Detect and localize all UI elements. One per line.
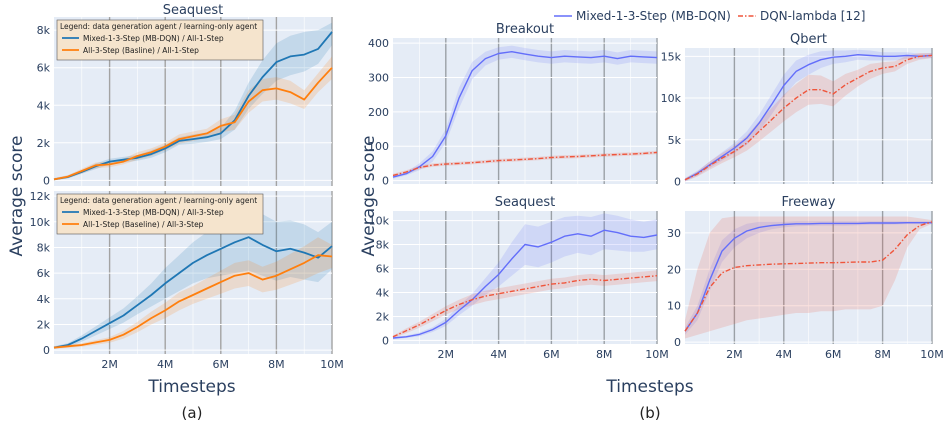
legend-label-mb-dqn: Mixed-1-3-Step (MB-DQN): [576, 9, 731, 23]
chart-title-b3: Seaquest: [495, 195, 556, 210]
y-tick-label-b1-3: 300: [368, 72, 389, 85]
panel-b1: 0 100 200 300 400 Breakout: [368, 22, 658, 188]
band-b1-series-1: [393, 150, 657, 178]
band-a1-series-0: [54, 22, 332, 181]
series-line-b4-1: [684, 221, 933, 332]
b-y-axis-label: Average score: [359, 136, 379, 257]
series-line-b4-0: [684, 221, 932, 332]
x-tick-label-a2-3: 8M: [268, 358, 285, 371]
y-tick-label-a2-6: 12k: [30, 190, 51, 203]
y-tick-label-b1-1: 100: [368, 140, 389, 153]
subfigure-label-b: (b): [639, 404, 660, 422]
band-b4-series-1: [685, 216, 932, 339]
y-tick-label-b3-5: 10k: [369, 215, 390, 228]
legend-label-a1-1: All-3-Step (Basline) / All-1-Step: [83, 46, 199, 55]
panel-a1: 0 2k 4k 6k 8k Seaquest Legend: data generation…: [37, 3, 333, 187]
x-tick-label-a2-0: 2M: [101, 358, 118, 371]
legend-label-a2-1: All-1-Step (Baseline) / All-3-Step: [83, 220, 204, 229]
y-tick-label-a1-3: 6k: [37, 62, 51, 75]
y-tick-label-a1-4: 8k: [37, 24, 51, 37]
y-tick-label-b3-3: 6k: [376, 263, 390, 276]
y-tick-label-b4-2: 20: [667, 263, 681, 276]
y-tick-label-b4-3: 30: [667, 227, 681, 240]
band-b1-series-0: [393, 45, 657, 179]
legend-label-a1-0: Mixed-1-3-Step (MB-DQN) / All-1-Step: [83, 34, 224, 43]
y-tick-label-b2-0: 0: [674, 175, 681, 188]
x-tick-label-b3-1: 4M: [490, 348, 507, 361]
x-tick-label-b4-3: 8M: [874, 348, 891, 361]
chart-panels: 0 2k 4k 6k 8k Seaquest Legend: data generation…: [30, 3, 943, 371]
legend-box-a2: [56, 193, 264, 235]
x-tick-label-b3-0: 2M: [438, 348, 455, 361]
legend-label-dqn-lambda: DQN-lambda [12]: [760, 9, 865, 23]
series-line-a2-0: [53, 236, 333, 349]
y-tick-label-b2-2: 10k: [661, 92, 682, 105]
series-line-b1-0: [392, 51, 658, 178]
series-line-b2-0: [684, 54, 933, 181]
x-tick-label-b3-2: 6M: [543, 348, 560, 361]
x-tick-label-b3-3: 8M: [596, 348, 613, 361]
panel-a2: 2M 4M 6M 8M 10M 0 2k 4k 6k 8k 10k 12k Legend: data g…: [30, 190, 344, 371]
y-tick-label-a2-5: 10k: [30, 216, 51, 229]
y-tick-label-b4-0: 0: [674, 336, 681, 349]
chart-title-b1: Breakout: [496, 22, 554, 37]
band-a1-series-1: [54, 56, 332, 181]
legend-a1: Legend: data generation agent / learning…: [56, 19, 264, 61]
x-tick-label-a2-2: 6M: [213, 358, 230, 371]
y-tick-label-a1-0: 0: [43, 174, 50, 187]
series-line-b1-1: [392, 151, 658, 177]
legend-label-a2-0: Mixed-1-3-Step (MB-DQN) / All-3-Step: [83, 208, 224, 217]
b-x-axis-label: Timesteps: [605, 377, 693, 397]
legend-title-a2: Legend: data generation agent / learning…: [60, 196, 257, 205]
panel-b4: 2M 4M 6M 8M 10M 0 10 20 30 Freeway: [667, 195, 943, 361]
y-tick-label-a2-4: 8k: [37, 241, 51, 254]
series-line-a2-1: [53, 254, 333, 349]
y-tick-label-b1-0: 0: [382, 175, 389, 188]
y-tick-label-b1-4: 400: [368, 37, 389, 50]
x-tick-label-a2-4: 10M: [320, 358, 344, 371]
chart-title-b2: Qbert: [790, 32, 827, 47]
y-tick-label-a2-1: 2k: [37, 318, 51, 331]
top-legend: Mixed-1-3-Step (MB-DQN) DQN-lambda [12]: [554, 9, 865, 23]
y-tick-label-b3-1: 2k: [376, 310, 390, 323]
band-b3-series-0: [393, 213, 657, 340]
y-tick-label-a2-3: 6k: [37, 267, 51, 280]
series-line-b3-1: [392, 275, 658, 338]
y-tick-label-a2-0: 0: [43, 344, 50, 357]
x-tick-label-b4-2: 6M: [825, 348, 842, 361]
panel-b2: 0 5k 10k 15k Qbert: [661, 32, 933, 188]
y-tick-label-b3-0: 0: [382, 334, 389, 347]
panel-b3: 2M 4M 6M 8M 10M 0 2k 4k 6k 8k 10k Seaquest: [369, 195, 669, 361]
band-a2-series-0: [54, 203, 332, 349]
x-tick-label-a2-1: 4M: [157, 358, 174, 371]
band-b3-series-1: [393, 270, 657, 338]
y-tick-label-a1-2: 4k: [37, 99, 51, 112]
y-tick-label-b3-4: 8k: [376, 239, 390, 252]
a-x-axis-label: Timesteps: [147, 377, 235, 397]
y-tick-label-a2-2: 4k: [37, 293, 51, 306]
series-line-b3-0: [392, 229, 658, 339]
legend-box-a1: [56, 19, 264, 61]
y-tick-label-b4-1: 10: [667, 300, 681, 313]
y-tick-label-b2-1: 5k: [668, 134, 682, 147]
series-line-a1-1: [53, 67, 333, 181]
y-tick-label-a1-1: 2k: [37, 137, 51, 150]
chart-title-a1: Seaquest: [163, 3, 224, 18]
chart-title-b4: Freeway: [782, 195, 836, 210]
subfigure-label-a: (a): [182, 404, 203, 422]
legend-title-a1: Legend: data generation agent / learning…: [60, 22, 257, 31]
y-tick-label-b2-3: 15k: [661, 50, 682, 63]
legend-a2: Legend: data generation agent / learning…: [56, 193, 264, 235]
x-tick-label-b3-4: 10M: [645, 348, 669, 361]
band-a2-series-1: [54, 237, 332, 349]
a-y-axis-label: Average score: [7, 136, 27, 257]
series-line-b2-1: [684, 54, 933, 181]
band-b2-series-1: [685, 53, 932, 182]
x-tick-label-b4-0: 2M: [726, 348, 743, 361]
y-tick-label-b1-2: 200: [368, 106, 389, 119]
y-tick-label-b3-2: 4k: [376, 286, 390, 299]
x-tick-label-b4-1: 4M: [776, 348, 793, 361]
x-tick-label-b4-4: 10M: [920, 348, 943, 361]
